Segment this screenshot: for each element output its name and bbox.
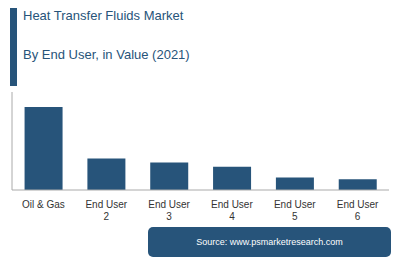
html-text:By End User, in Value (2021): By End User, in Value (2021) xyxy=(23,47,190,62)
svg-text:End User4: End User4 xyxy=(211,199,253,222)
html-text:Heat Transfer Fluids Market: Heat Transfer Fluids Market xyxy=(23,8,184,23)
svg-text:End User2: End User2 xyxy=(85,199,127,222)
html-text:Source: www.psmarketresearch.c: Source: www.psmarketresearch.com xyxy=(196,237,343,247)
svg-text:End User3: End User3 xyxy=(148,199,190,222)
svg-text:End User5: End User5 xyxy=(274,199,316,222)
svg-text:End User6: End User6 xyxy=(337,199,379,222)
svg-text:Oil & Gas: Oil & Gas xyxy=(22,199,65,210)
